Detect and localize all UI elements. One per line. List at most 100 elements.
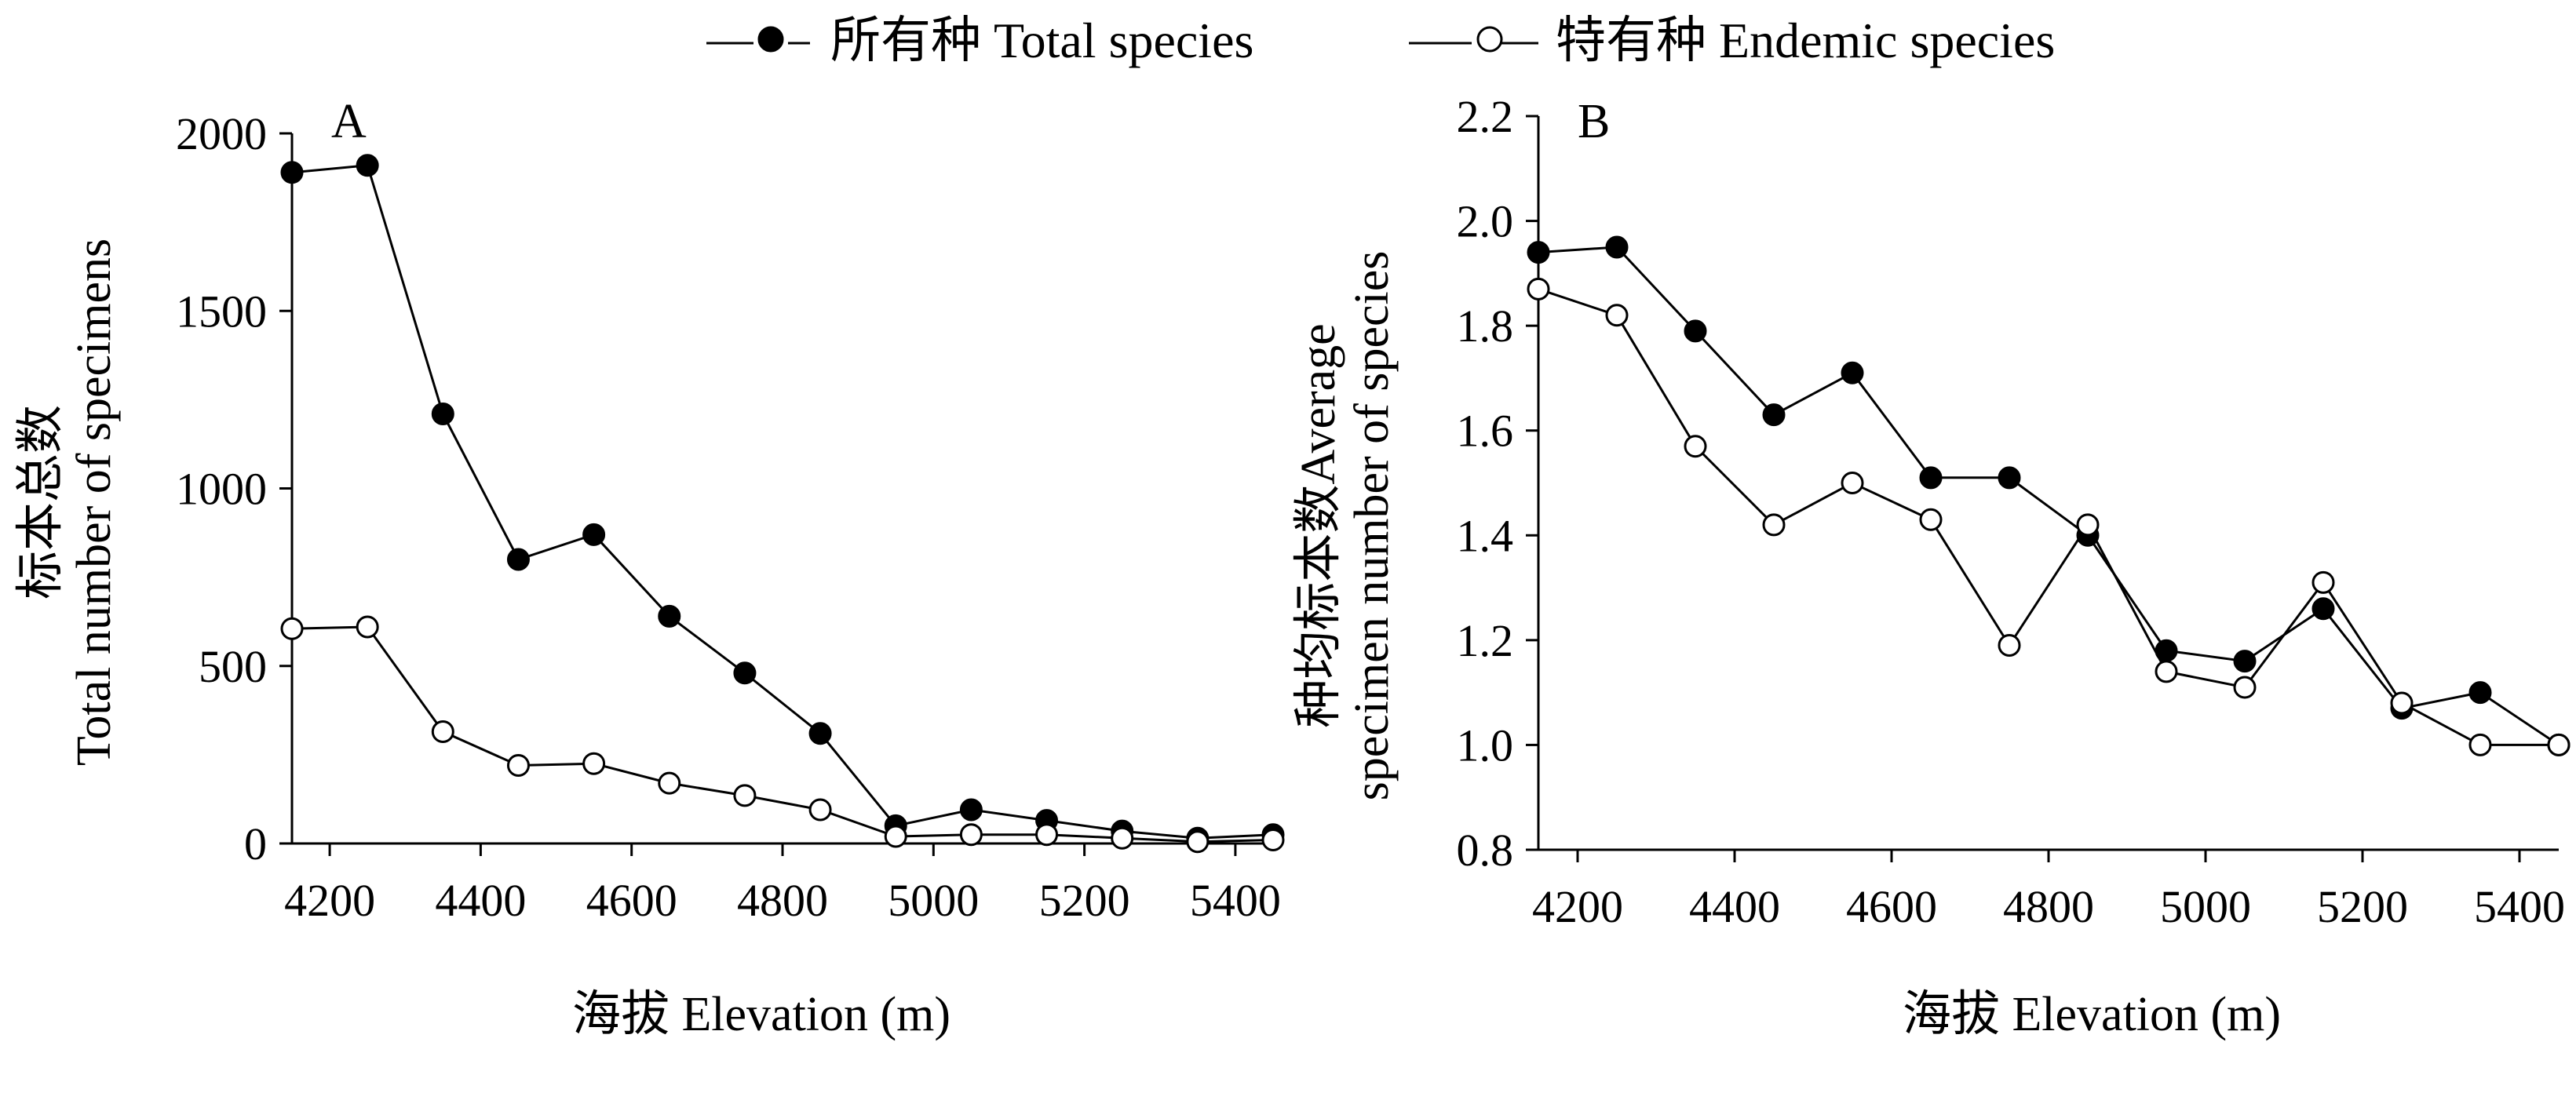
- panel-b-series-endemic-line: [1538, 287, 2559, 746]
- panel-b-x-tick-label: 4200: [1532, 881, 1623, 932]
- panel-a-total-point: [658, 604, 681, 628]
- panel-b-axes: [1537, 116, 2559, 851]
- panel-a-endemic-point: [280, 617, 304, 640]
- panel-a-y-tick-label: 1000: [176, 464, 267, 515]
- panel-b-y-tick-label: 1.2: [1457, 615, 1514, 666]
- panel-b-endemic-point: [1605, 304, 1629, 327]
- panel-b-x-tick-label: 5000: [2160, 881, 2251, 932]
- panel-b-total-point: [1762, 403, 1786, 427]
- panel-b-y-tick-label: 0.8: [1457, 825, 1514, 876]
- panel-a-total-point: [280, 161, 304, 184]
- panel-a-x-tick-label: 4600: [586, 875, 677, 926]
- panel-a-endemic-point: [582, 752, 606, 775]
- panel-b-x-tick-label: 5400: [2474, 881, 2565, 932]
- panel-a-y-axis-title-line2: Total number of specimens: [68, 239, 121, 766]
- panel-a-endemic-point: [959, 823, 983, 847]
- panel-b-endemic-point: [1841, 472, 1864, 494]
- panel-b-total-point: [1998, 466, 2021, 490]
- panel-a-total-point: [431, 402, 454, 425]
- legend-item-endemic: 特有种 Endemic species: [1409, 13, 2055, 68]
- panel-b-endemic-point: [2468, 733, 2492, 756]
- panel-a-endemic-point: [733, 784, 757, 807]
- panel-b-endemic-point: [2311, 570, 2335, 594]
- panel-b-total-point: [1919, 466, 1943, 490]
- panel-b-chart: 4200 4400 4600 4800 5000 5200 5400 0.8 1.0 1.2 1.4…: [1292, 91, 2571, 1041]
- panel-a-endemic-point: [884, 825, 907, 848]
- panel-a-y-axis-title-line1: 标本总数: [14, 405, 68, 599]
- panel-b-total-point: [2311, 597, 2335, 621]
- panel-b-x-tick-label: 4400: [1689, 881, 1780, 932]
- legend: 所有种 Total species 特有种 Endemic species: [706, 13, 2055, 68]
- panel-b-y-tick-label: 1.8: [1457, 301, 1514, 352]
- panel-b-y-tick-label: 2.2: [1457, 91, 1514, 142]
- panel-a-endemic-point: [431, 720, 454, 743]
- panel-a-x-tick-label: 4800: [737, 875, 828, 926]
- panel-b-y-axis-title-line2: specimen number of species: [1345, 251, 1399, 801]
- panel-a-series: [280, 154, 1285, 854]
- panel-a-series-endemic-line: [291, 625, 1274, 843]
- panel-a-x-tick-label: 5400: [1190, 875, 1281, 926]
- panel-a-endemic-point: [808, 798, 832, 822]
- panel-b-endemic-point: [2547, 733, 2571, 756]
- panel-b-total-point: [2233, 650, 2257, 673]
- panel-b-endemic-point: [2390, 691, 2414, 715]
- panel-a-y-tick-label: 1500: [176, 286, 267, 337]
- panel-a-endemic-point: [1261, 828, 1285, 851]
- panel-b-total-point: [1841, 361, 1864, 384]
- panel-b-endemic-point: [2076, 513, 2100, 537]
- panel-a-series-total-line: [291, 164, 1274, 840]
- panel-b-x-axis-title: 海拔 Elevation (m): [1903, 988, 2281, 1041]
- panel-b-endemic-point: [1762, 513, 1786, 537]
- panel-a-letter: A: [331, 95, 367, 148]
- panel-a-y-tick-label: 0: [244, 818, 267, 869]
- panel-b-total-point: [2155, 639, 2178, 662]
- panel-b-y-tick-label: 1.0: [1457, 720, 1514, 771]
- panel-a-x-tick-label: 4200: [284, 875, 375, 926]
- panel-b-endemic-point: [1527, 277, 1550, 301]
- panel-a-x-tick-label: 5200: [1039, 875, 1130, 926]
- panel-a-y-tick-label: 500: [199, 641, 267, 692]
- panel-b-total-point: [2468, 681, 2492, 705]
- legend-endemic-marker: [1476, 26, 1503, 53]
- legend-total-label: 所有种 Total species: [830, 13, 1253, 68]
- panel-b-total-point: [1605, 235, 1629, 259]
- panel-b-endemic-point: [1998, 634, 2021, 658]
- panel-b-letter: B: [1578, 95, 1610, 148]
- panel-b-endemic-point: [2155, 660, 2178, 683]
- legend-item-total: 所有种 Total species: [706, 13, 1253, 68]
- legend-endemic-label: 特有种 Endemic species: [1556, 13, 2055, 68]
- panel-a-y-tick-label: 2000: [176, 108, 267, 159]
- panel-a-x-tick-label: 5000: [888, 875, 979, 926]
- panel-b-y-tick-label: 1.6: [1457, 406, 1514, 457]
- panel-b-y-axis-title-line1: 种均标本数Average: [1292, 323, 1345, 727]
- panel-a-total-point: [356, 154, 379, 177]
- panel-b-y-tick-label: 1.4: [1457, 510, 1514, 561]
- panel-b-endemic-point: [1919, 508, 1943, 531]
- panel-b-endemic-point: [2233, 676, 2257, 699]
- panel-b-x-tick-label: 5200: [2317, 881, 2408, 932]
- panel-b-endemic-point: [1684, 435, 1707, 458]
- panel-b-total-point: [1527, 241, 1550, 264]
- panel-a-endemic-point: [1035, 823, 1059, 847]
- panel-a-endemic-point: [1111, 826, 1134, 850]
- panel-b-y-tick-label: 2.0: [1457, 196, 1514, 247]
- panel-a-endemic-point: [356, 615, 379, 639]
- panel-a-total-point: [733, 661, 757, 685]
- panel-a-total-point: [959, 798, 983, 822]
- panel-b-series: [1527, 235, 2571, 756]
- panel-a-x-axis-title: 海拔 Elevation (m): [572, 988, 950, 1041]
- panel-a-ticks: 4200 4400 4600 4800 5000 5200 5400 0 500 1000 1500…: [176, 108, 1281, 926]
- panel-a-endemic-point: [658, 771, 681, 795]
- panel-a-endemic-point: [1186, 830, 1210, 854]
- panel-b-x-tick-label: 4600: [1846, 881, 1937, 932]
- legend-total-marker: [757, 26, 784, 53]
- panel-b-ticks: 4200 4400 4600 4800 5000 5200 5400 0.8 1.0 1.2 1.4…: [1457, 91, 2566, 932]
- panel-b-total-point: [1684, 319, 1707, 343]
- panel-b-x-tick-label: 4800: [2003, 881, 2094, 932]
- panel-a-total-point: [506, 548, 530, 571]
- panel-a-total-point: [808, 722, 832, 745]
- panel-a-total-point: [582, 523, 606, 546]
- panel-a-x-tick-label: 4400: [435, 875, 526, 926]
- panel-a-chart: 4200 4400 4600 4800 5000 5200 5400 0 500 1000 1500…: [14, 95, 1285, 1041]
